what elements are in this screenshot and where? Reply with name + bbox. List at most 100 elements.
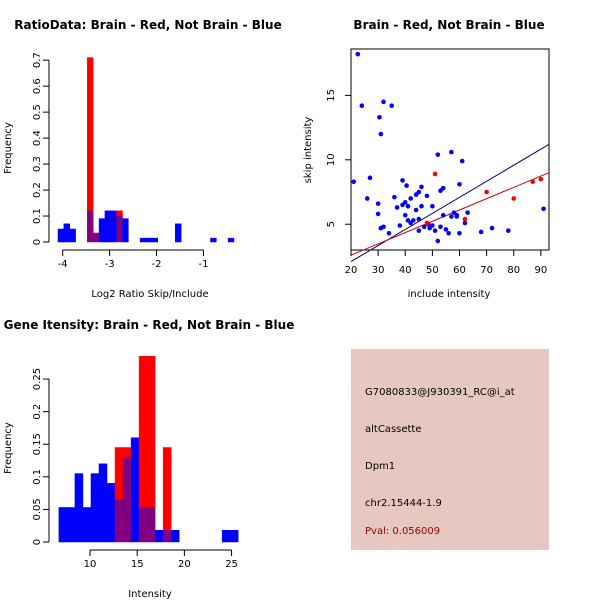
not-brain-point-30: [416, 216, 422, 222]
event-type: altCassette: [365, 424, 422, 435]
gene-name: Dpm1: [365, 461, 396, 472]
not-brain-point-58: [465, 210, 470, 215]
gene-intensity-histogram-axes: 10 15 20 25 0 0.05 0.1 0.15 0.2 0.25: [32, 368, 238, 570]
overlap-bar-2-10: [138, 507, 148, 543]
not-brain-bar-2-14: [170, 530, 180, 543]
overlap-bar-2-11: [146, 507, 156, 543]
not-brain-bar-0-0: [57, 228, 65, 243]
x-tick-label-0-0: -4: [58, 259, 68, 270]
brain-bar-0-10: [116, 210, 123, 217]
brain-bar-2-13: [162, 447, 172, 531]
brain-point-0: [424, 220, 430, 226]
scatter-x-tick-label-4: 60: [453, 265, 466, 276]
not-brain-bar-2-12: [154, 530, 164, 543]
intensity-scatter-axes: 20 30 40 50 60 70 80 90 5 10 15: [326, 89, 547, 276]
not-brain-point-4: [367, 175, 373, 181]
not-brain-point-38: [430, 203, 435, 209]
ratio-histogram-bars: [57, 57, 235, 243]
ratio-histogram: RatioData: Brain - Red, Not Brain - Blue…: [3, 18, 282, 300]
not-brain-bar-0-20: [175, 223, 182, 243]
not-brain-bar-2-9: [130, 437, 140, 543]
y-tick-label-2-5: 0.25: [32, 368, 43, 390]
brain-point-3: [484, 189, 489, 195]
not-brain-point-10: [381, 224, 386, 230]
not-brain-bar-0-8: [104, 210, 112, 243]
not-brain-point-18: [400, 178, 405, 183]
y-tick-label-0-0: 0: [32, 239, 43, 245]
not-brain-point-6: [375, 201, 381, 206]
not-brain-bar-2-5: [98, 463, 108, 543]
not-brain-point-7: [377, 114, 382, 120]
not-brain-bar-2-2: [74, 473, 84, 543]
ratio-histogram-xlabel: Log2 Ratio Skip/Include: [91, 289, 208, 300]
not-brain-bar-0-7: [98, 218, 106, 243]
not-brain-point-53: [454, 212, 460, 218]
not-brain-point-0: [351, 179, 357, 185]
not-brain-point-62: [541, 206, 546, 212]
x-tick-label-0-1: -3: [105, 259, 115, 270]
y-tick-label-0-7: 0.7: [32, 52, 43, 68]
not-brain-bar-2-16: [229, 530, 239, 543]
brain-point-1: [432, 171, 438, 177]
brain-point-6: [538, 176, 544, 182]
overlap-bar-2-8: [122, 457, 132, 543]
not-brain-bar-2-0: [58, 507, 68, 543]
not-brain-bar-0-9: [110, 210, 117, 243]
gene-intensity-histogram-bars: [58, 356, 239, 543]
y-tick-label-2-2: 0.1: [32, 469, 43, 485]
genomic-location: chr2.15444-1.9: [365, 498, 442, 509]
not-brain-bar-0-2: [69, 228, 76, 243]
not-brain-point-56: [459, 158, 465, 164]
x-tick-label-0-3: -1: [198, 259, 208, 270]
x-tick-label-0-2: -2: [152, 259, 162, 270]
scatter-x-tick-label-6: 80: [507, 265, 520, 276]
overlap-bar-2-7: [114, 499, 124, 543]
scatter-y-tick-label-0: 5: [326, 221, 337, 227]
x-tick-label-2-1: 15: [131, 559, 144, 570]
not-brain-point-23: [405, 203, 411, 209]
not-brain-bar-2-15: [221, 530, 231, 543]
not-brain-point-28: [413, 207, 419, 213]
not-brain-point-26: [411, 218, 416, 223]
y-tick-label-2-1: 0.05: [32, 498, 43, 520]
not-brain-point-19: [402, 212, 408, 218]
not-brain-point-13: [389, 103, 394, 108]
intensity-scatter: Brain - Red, Not Brain - Blue 20 30 40 50 60…: [303, 18, 550, 300]
not-brain-point-34: [421, 224, 427, 230]
gene-intensity-histogram-xlabel: Intensity: [128, 589, 172, 600]
y-tick-label-0-3: 0.3: [32, 156, 43, 172]
x-tick-label-2-2: 20: [178, 559, 191, 570]
brain-bar-0-5: [87, 57, 94, 212]
gene-intensity-histogram-title: Gene Itensity: Brain - Red, Not Brain - …: [4, 318, 295, 332]
not-brain-bar-2-6: [106, 483, 116, 543]
intensity-scatter-xlabel: include intensity: [408, 289, 491, 300]
scatter-x-tick-label-3: 50: [426, 265, 439, 276]
scatter-y-tick-label-2: 15: [326, 89, 337, 102]
scatter-x-tick-label-1: 30: [372, 265, 385, 276]
brain-fit-line: [350, 172, 550, 256]
y-tick-label-0-4: 0.4: [32, 130, 43, 146]
not-brain-point-29: [416, 228, 422, 233]
y-tick-label-2-3: 0.15: [32, 433, 43, 455]
ratio-histogram-ylabel: Frequency: [3, 122, 14, 174]
brain-point-5: [530, 179, 536, 185]
not-brain-bar-2-1: [66, 507, 76, 543]
not-brain-point-41: [435, 152, 441, 157]
scatter-x-tick-label-2: 40: [399, 265, 412, 276]
scatter-x-tick-label-5: 70: [480, 265, 493, 276]
not-brain-bar-2-3: [82, 507, 92, 543]
gene-intensity-histogram-ylabel: Frequency: [3, 422, 14, 474]
not-brain-point-33: [419, 184, 424, 190]
not-brain-point-3: [364, 196, 370, 201]
not-brain-point-40: [432, 228, 438, 233]
intensity-scatter-fit-lines: [350, 143, 550, 263]
gene-intensity-histogram: Gene Itensity: Brain - Red, Not Brain - …: [3, 318, 294, 600]
not-brain-point-5: [375, 211, 381, 217]
not-brain-bar-0-23: [210, 237, 217, 243]
not-brain-point-46: [440, 185, 446, 191]
not-brain-bar-0-1: [63, 223, 70, 243]
not-brain-point-11: [381, 99, 386, 105]
p-value: Pval: 0.056009: [365, 526, 441, 537]
scatter-x-tick-label-7: 90: [534, 265, 547, 276]
